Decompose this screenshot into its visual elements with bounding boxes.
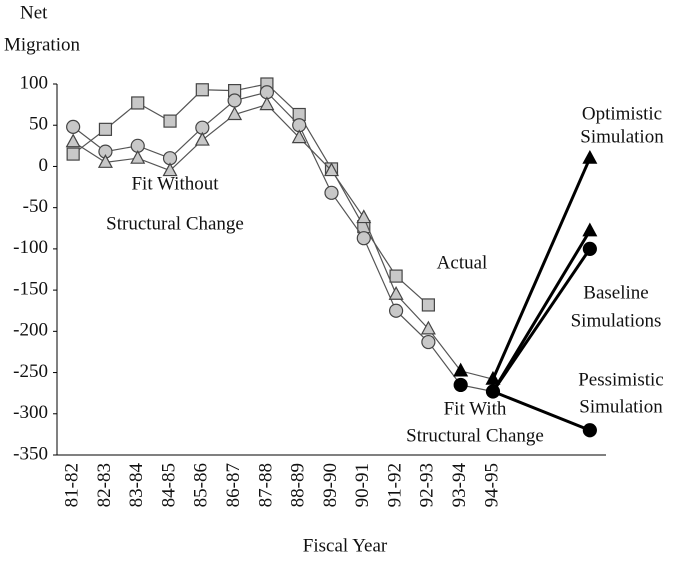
x-tick-label: 91-92	[384, 463, 405, 507]
triangle-marker	[453, 362, 469, 377]
circle-marker	[388, 303, 404, 318]
triangle-marker	[420, 320, 436, 335]
x-tick-label: 94-95	[481, 463, 502, 507]
annotation: Fit With	[444, 398, 507, 419]
series-line	[492, 390, 591, 432]
x-axis-label: Fiscal Year	[303, 535, 388, 556]
square-marker	[421, 298, 435, 312]
x-tick-label: 88-89	[288, 463, 309, 507]
square-marker	[195, 83, 209, 97]
series-line	[491, 229, 592, 393]
x-tick-label: 83-84	[126, 463, 147, 508]
annotation: Simulation	[579, 396, 663, 417]
y-axis-label: Net	[20, 2, 48, 23]
triangle-marker	[323, 162, 340, 177]
annotation: Baseline	[583, 282, 648, 303]
annotation: Fit Without	[131, 173, 219, 194]
triangle-marker	[227, 106, 243, 121]
annotation: Simulation	[580, 126, 664, 147]
y-tick-label: -150	[13, 278, 48, 299]
series-line	[491, 248, 592, 393]
x-tick-label: 89-90	[320, 463, 341, 507]
x-tick-label: 85-86	[191, 463, 212, 507]
triangle-marker	[356, 209, 372, 224]
circle-marker	[227, 93, 242, 108]
circle-marker	[582, 241, 597, 256]
triangle-marker	[130, 149, 146, 164]
x-tick-label: 82-83	[94, 463, 115, 507]
circle-marker	[324, 185, 339, 200]
y-tick-label: -300	[13, 402, 48, 423]
y-axis-label: Migration	[4, 34, 80, 55]
annotation: Structural Change	[106, 213, 244, 234]
square-marker	[163, 114, 177, 128]
x-tick-label: 87-88	[255, 463, 276, 507]
y-tick-label: 0	[39, 155, 49, 176]
triangle-marker	[259, 96, 275, 111]
triangle-marker	[388, 285, 404, 300]
x-tick-label: 90-91	[352, 463, 373, 507]
circle-marker	[66, 119, 81, 134]
x-tick-label: 81-82	[62, 463, 83, 507]
y-tick-label: 100	[20, 72, 49, 93]
annotation: Pessimistic	[578, 369, 664, 390]
annotation: Optimistic	[582, 103, 662, 124]
y-tick-label: -200	[13, 320, 48, 341]
x-tick-label: 92-93	[417, 463, 438, 507]
circle-marker	[453, 377, 468, 393]
y-tick-label: -250	[13, 361, 48, 382]
circle-marker	[421, 334, 436, 350]
triangle-marker	[162, 162, 178, 177]
triangle-marker	[194, 131, 210, 146]
square-marker	[389, 269, 403, 283]
x-tick-label: 93-94	[449, 463, 470, 508]
square-marker	[98, 122, 113, 136]
circle-marker	[582, 423, 597, 438]
triangle-marker	[582, 149, 598, 164]
triangle-marker	[291, 129, 307, 144]
series-line	[491, 157, 592, 380]
square-marker	[131, 96, 145, 110]
triangle-marker	[97, 154, 113, 168]
y-tick-label: -50	[23, 196, 48, 217]
x-tick-label: 84-85	[158, 463, 179, 507]
series-line	[72, 83, 429, 306]
circle-marker	[356, 231, 371, 246]
y-tick-label: -100	[13, 237, 48, 258]
triangle-marker	[582, 222, 598, 237]
x-tick-label: 86-87	[223, 463, 244, 507]
triangle-marker	[65, 133, 81, 148]
annotation: Simulations	[571, 310, 662, 331]
y-tick-label: -350	[13, 443, 48, 464]
y-tick-label: 50	[29, 114, 48, 135]
annotation: Structural Change	[406, 425, 544, 446]
annotation: Actual	[437, 252, 488, 273]
square-marker	[66, 147, 80, 161]
